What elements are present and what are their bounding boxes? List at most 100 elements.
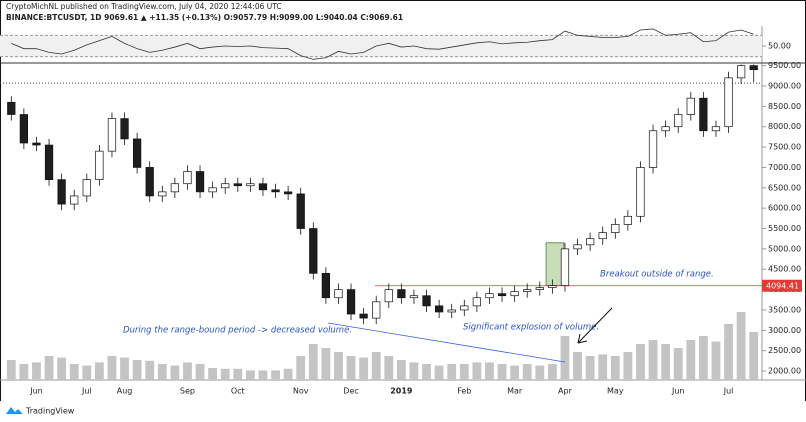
candle-body	[460, 305, 469, 311]
volume-bar	[296, 356, 306, 380]
volume-bar	[434, 365, 444, 380]
candle-body	[711, 126, 721, 132]
volume-bar	[585, 356, 595, 380]
candle-body	[246, 183, 255, 187]
volume-bar	[673, 348, 683, 380]
x-tick-label: Nov	[293, 387, 309, 396]
candle-body	[359, 313, 368, 319]
candle-body	[334, 289, 343, 299]
volume-bar	[447, 364, 457, 380]
y-tick-label: 3000.00	[768, 326, 801, 335]
volume-bar	[321, 348, 331, 380]
volume-bar	[57, 357, 67, 380]
x-tick-label: Feb	[457, 387, 471, 396]
volume-bar	[132, 360, 142, 380]
volume-bar	[736, 312, 746, 380]
candle-body	[548, 285, 557, 288]
y-tick-label: 8000.00	[768, 122, 801, 131]
volume-bar	[409, 362, 419, 380]
candle-body	[57, 179, 66, 205]
candle-body	[661, 126, 670, 132]
candle-body	[296, 193, 305, 229]
candle-body	[346, 289, 356, 315]
candle-body	[724, 77, 733, 128]
candle-body	[409, 295, 419, 299]
volume-bar	[560, 336, 570, 380]
x-tick-label: Aug	[117, 387, 133, 396]
y-tick-label: 6500.00	[768, 183, 801, 192]
volume-bar	[157, 364, 167, 380]
candle-body	[44, 144, 54, 180]
y-tick-label: 2500.00	[768, 346, 801, 355]
y-tick-label: 3500.00	[768, 305, 801, 314]
x-tick-label: Jun	[671, 387, 685, 396]
volume-bar	[170, 365, 180, 380]
x-tick-label: Sep	[180, 387, 195, 396]
volume-bar	[472, 362, 482, 380]
rsi-band	[0, 35, 762, 57]
candle-body	[309, 228, 318, 274]
volume-bar	[698, 336, 708, 380]
candle-body	[749, 65, 758, 71]
x-tick-label: Jun	[29, 387, 43, 396]
volume-bar	[535, 365, 545, 380]
volume-bar	[183, 362, 192, 380]
volume-bar	[497, 364, 507, 380]
candle-body	[736, 65, 746, 79]
candle-body	[284, 191, 293, 195]
y-tick-label: 2000.00	[768, 367, 801, 376]
x-tick-label: Dec	[343, 387, 358, 396]
volume-bar	[485, 362, 494, 380]
candle-body	[510, 291, 519, 297]
candle-body	[82, 179, 91, 197]
candle-body	[221, 183, 230, 189]
candle-body	[598, 232, 607, 240]
candle-body	[170, 183, 180, 193]
volume-bar	[69, 364, 79, 380]
volume-bar	[195, 364, 205, 380]
y-tick-label: 7000.00	[768, 163, 801, 172]
annotation: Breakout outside of range.	[600, 270, 714, 280]
arrow-head	[577, 333, 588, 344]
candle-body	[145, 167, 154, 197]
candle-body	[32, 142, 41, 146]
volume-bar	[82, 365, 92, 380]
candle-body	[523, 289, 532, 292]
candle-body	[623, 215, 632, 225]
volume-bar	[6, 360, 16, 380]
volume-bar	[598, 354, 608, 380]
x-tick-label: Jul	[723, 387, 734, 396]
candle-body	[95, 150, 104, 180]
candle-body	[384, 289, 393, 303]
candle-body	[372, 301, 381, 319]
volume-bar	[522, 364, 532, 380]
rsi-line	[11, 28, 754, 60]
volume-bar	[749, 332, 759, 380]
volume-bar	[220, 368, 230, 380]
candle-body	[447, 309, 456, 313]
volume-bar	[686, 340, 696, 380]
volume-bar	[648, 340, 658, 380]
candle-body	[435, 305, 444, 313]
volume-bar	[623, 352, 633, 380]
volume-bar	[371, 352, 381, 380]
volume-bar	[120, 357, 129, 380]
candle-body	[70, 195, 79, 205]
volume-trend-line	[327, 322, 566, 363]
candle-body	[7, 101, 16, 115]
y-tick-label: 5500.00	[768, 224, 801, 233]
volume-bar	[145, 360, 155, 380]
candle-body	[699, 97, 708, 132]
volume-bar	[258, 370, 268, 380]
candle-body	[133, 138, 142, 168]
volume-bar	[711, 341, 721, 380]
candle-body	[648, 130, 658, 168]
volume-bar	[32, 362, 41, 380]
candle-body	[258, 183, 268, 191]
volume-bar	[346, 356, 356, 380]
volume-bar	[359, 357, 369, 380]
candle-body	[397, 289, 406, 299]
candle-body	[183, 171, 192, 185]
y-tick-label: 7500.00	[768, 143, 801, 152]
